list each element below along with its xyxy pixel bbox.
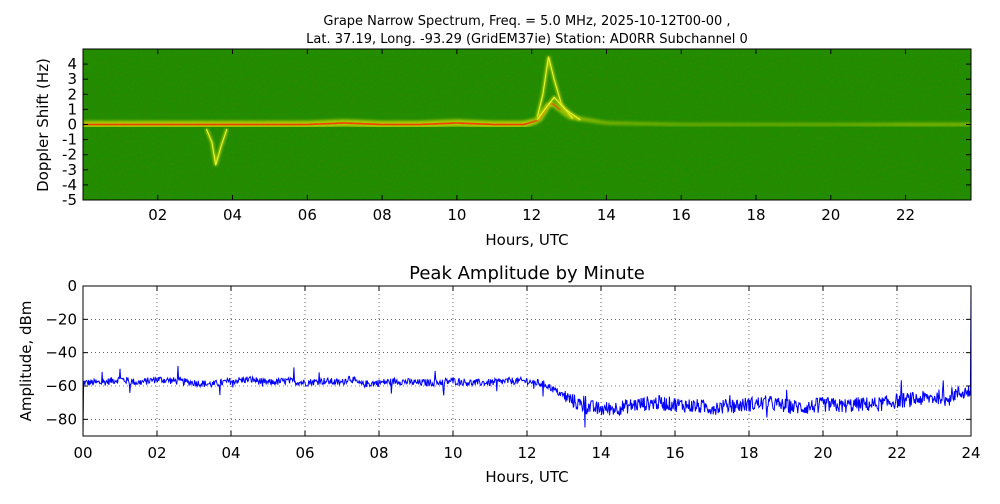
- amplitude-x-tick-label: 04: [221, 444, 240, 462]
- ridge-halo-segment: [597, 122, 601, 123]
- ridge-core-segment: [523, 124, 527, 125]
- amplitude-title: Peak Amplitude by Minute: [409, 263, 645, 284]
- spectrogram-x-tick-label: 06: [298, 206, 317, 224]
- ridge-halo-segment: [590, 120, 594, 121]
- amplitude-x-tick-label: 14: [591, 444, 610, 462]
- ridge-core-segment: [527, 123, 531, 124]
- amplitude-ylabel: Amplitude, dBm: [17, 301, 35, 422]
- spectrogram-x-tick-label: 20: [821, 206, 840, 224]
- amplitude-x-tick-label: 02: [147, 444, 166, 462]
- spectrogram-x-tick-label: 14: [597, 206, 616, 224]
- amplitude-y-tick-label: −40: [45, 344, 77, 362]
- amplitude-y-tick-label: 0: [67, 277, 77, 295]
- amplitude-x-tick-label: 00: [73, 444, 92, 462]
- spectrogram-x-tick-label: 12: [522, 206, 541, 224]
- ridge-halo-segment: [560, 110, 564, 113]
- figure-title-line2: Lat. 37.19, Long. -93.29 (GridEM37ie) St…: [306, 32, 748, 47]
- amplitude-xlabel: Hours, UTC: [485, 468, 568, 486]
- figure-title-line1: Grape Narrow Spectrum, Freq. = 5.0 MHz, …: [323, 14, 730, 29]
- amplitude-y-tick-label: −60: [45, 377, 77, 395]
- spectrogram-y-tick-label: 4: [67, 55, 77, 73]
- spectrogram-xlabel: Hours, UTC: [485, 231, 568, 249]
- amplitude-x-tick-label: 18: [739, 444, 758, 462]
- spectrogram-x-tick-label: 04: [223, 206, 242, 224]
- ridge-halo-segment: [594, 121, 598, 122]
- amplitude-y-tick-label: −20: [45, 310, 77, 328]
- amplitude-panel: Peak Amplitude by Minute 00 02 04 06 08 10 12 1…: [17, 263, 981, 486]
- amplitude-y-tick-label: −80: [45, 410, 77, 428]
- spectrogram-x-tick-label: 16: [672, 206, 691, 224]
- spectrogram-x-tick-label: 02: [148, 206, 167, 224]
- amplitude-x-tick-label: 12: [517, 444, 536, 462]
- spectrogram-x-tick-label: 08: [373, 206, 392, 224]
- ridge-core-segment: [534, 120, 538, 121]
- amplitude-x-tick-label: 20: [813, 444, 832, 462]
- spectrogram-ylabel: Doppler Shift (Hz): [34, 58, 52, 192]
- ridge-halo-segment: [583, 119, 587, 120]
- amplitude-x-tick-label: 06: [295, 444, 314, 462]
- ridge-core-segment: [531, 121, 535, 122]
- spectrogram-x-tick-label: 10: [447, 206, 466, 224]
- spectrogram-x-tick-label: 18: [746, 206, 765, 224]
- amplitude-x-tick-label: 08: [369, 444, 388, 462]
- amplitude-x-tick-label: 22: [887, 444, 906, 462]
- ridge-halo-segment: [586, 120, 590, 121]
- amplitude-x-tick-label: 24: [961, 444, 980, 462]
- amplitude-x-tick-label: 16: [665, 444, 684, 462]
- ridge-halo-segment: [601, 122, 605, 123]
- amplitude-x-tick-label: 10: [443, 444, 462, 462]
- spectrogram-x-tick-label: 22: [896, 206, 915, 224]
- amplitude-plot-area: [83, 286, 971, 436]
